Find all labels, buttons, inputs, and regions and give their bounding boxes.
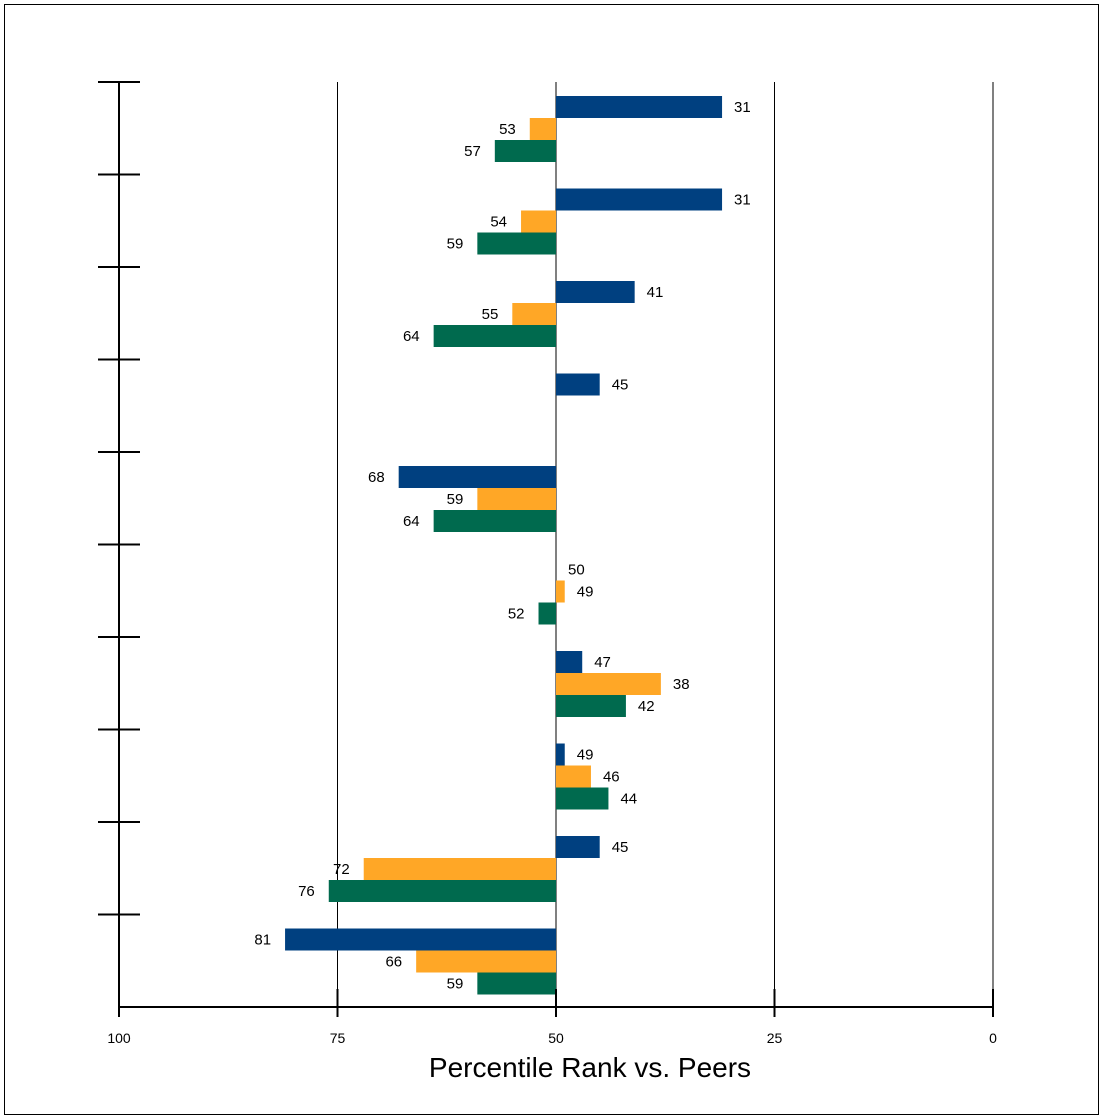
bar <box>556 836 600 858</box>
data-label: 54 <box>490 214 507 231</box>
axes: 100 75 50 25 0 <box>98 81 997 1046</box>
bar <box>556 787 609 810</box>
bar <box>477 232 556 255</box>
bar <box>556 373 600 396</box>
bar <box>556 651 583 673</box>
data-label: 31 <box>734 99 751 116</box>
bar <box>556 765 591 788</box>
bar <box>494 140 556 162</box>
bar <box>556 580 565 603</box>
data-labels: 31 31 41 45 68 50 47 49 45 81 53 54 55 59 49 38 46 72 66 57… <box>254 99 750 993</box>
bar <box>556 695 626 717</box>
data-label: 57 <box>464 143 481 160</box>
bar <box>398 466 556 488</box>
bar <box>556 96 723 118</box>
data-label: 64 <box>403 513 420 530</box>
data-label: 59 <box>447 491 464 508</box>
bar <box>416 950 556 973</box>
bar <box>512 303 556 325</box>
bar <box>477 488 556 510</box>
data-label: 41 <box>647 284 664 301</box>
data-label: 59 <box>447 976 464 993</box>
data-label: 31 <box>734 192 751 209</box>
bar <box>538 602 556 625</box>
data-label: 66 <box>385 954 402 971</box>
data-label: 42 <box>638 698 655 715</box>
x-tick-label: 100 <box>107 1030 131 1046</box>
x-tick-label: 50 <box>548 1030 564 1046</box>
bar <box>556 673 661 695</box>
bar <box>556 281 635 303</box>
data-label: 45 <box>612 377 629 394</box>
bar <box>556 188 723 211</box>
data-label: 46 <box>603 769 620 786</box>
data-label: 53 <box>499 121 516 138</box>
x-tick-label: 25 <box>767 1030 783 1046</box>
data-label: 45 <box>612 839 629 856</box>
data-label: 44 <box>620 791 637 808</box>
bar <box>433 325 556 347</box>
bar <box>529 118 556 140</box>
data-label: 59 <box>447 236 464 253</box>
data-label: 49 <box>577 747 594 764</box>
x-tick-label: 75 <box>330 1030 346 1046</box>
bar <box>328 880 556 902</box>
bar <box>556 743 565 766</box>
bar <box>521 210 556 233</box>
data-label: 49 <box>577 584 594 601</box>
bars <box>285 96 723 995</box>
x-axis-title: Percentile Rank vs. Peers <box>429 1052 751 1083</box>
data-label: 55 <box>482 306 499 323</box>
data-label: 52 <box>508 606 525 623</box>
data-label: 50 <box>568 562 585 579</box>
data-label: 38 <box>673 676 690 693</box>
data-label: 64 <box>403 328 420 345</box>
data-label: 72 <box>333 861 350 878</box>
bar <box>433 510 556 532</box>
data-label: 47 <box>594 654 611 671</box>
bar <box>477 972 556 995</box>
x-tick-label: 0 <box>989 1030 997 1046</box>
bar <box>285 928 556 951</box>
data-label: 81 <box>254 932 271 949</box>
bar <box>363 858 556 880</box>
data-label: 68 <box>368 469 385 486</box>
data-label: 76 <box>298 883 315 900</box>
